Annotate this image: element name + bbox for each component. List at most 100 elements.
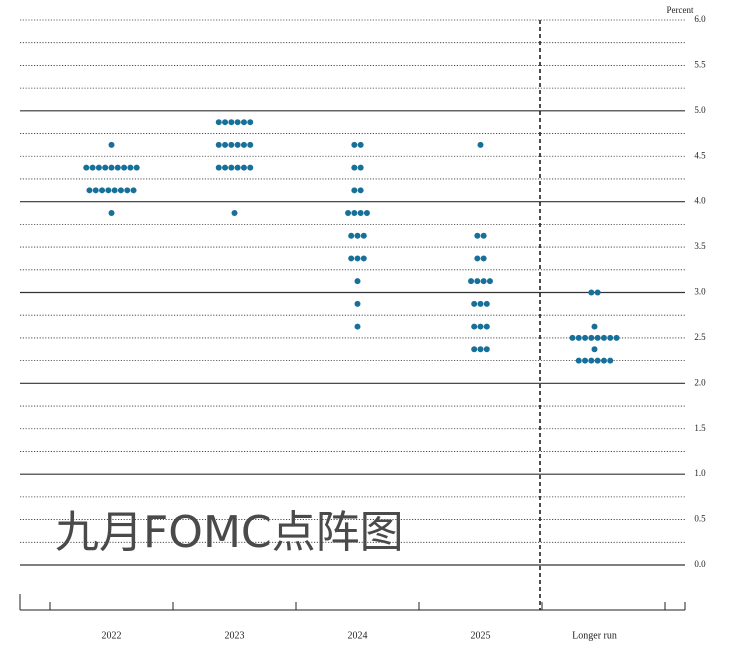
dot (345, 210, 352, 217)
dot (234, 141, 241, 148)
dot (594, 289, 601, 296)
dot (215, 119, 222, 126)
dot (477, 323, 484, 330)
dot (363, 210, 370, 217)
dot (477, 346, 484, 353)
dot (474, 232, 481, 239)
dot (486, 278, 493, 285)
dot (354, 232, 361, 239)
dot (228, 141, 235, 148)
x-tick-label: 2025 (471, 630, 491, 641)
dot (247, 164, 254, 171)
dot (86, 187, 93, 194)
dot (483, 323, 490, 330)
dot (114, 164, 121, 171)
dot (483, 300, 490, 307)
x-tick-label: 2022 (102, 630, 122, 641)
dot (600, 357, 607, 364)
dot (588, 357, 595, 364)
dot (600, 334, 607, 341)
dot (351, 141, 358, 148)
y-tick-label: 4.0 (694, 196, 706, 206)
dot (471, 323, 478, 330)
dot (240, 141, 247, 148)
dot (133, 164, 140, 171)
dot (222, 119, 229, 126)
dot (108, 210, 115, 217)
dot (594, 334, 601, 341)
dot (108, 141, 115, 148)
dot (468, 278, 475, 285)
y-tick-label: 3.5 (694, 241, 706, 251)
dot (83, 164, 90, 171)
dot (99, 187, 106, 194)
dot (582, 357, 589, 364)
dot (591, 323, 598, 330)
y-tick-label: 1.0 (694, 468, 706, 478)
dot (591, 346, 598, 353)
dot (354, 255, 361, 262)
dot (228, 119, 235, 126)
y-tick-label: 2.0 (694, 377, 706, 387)
dot (357, 141, 364, 148)
overlay-title: 九月FOMC点阵图 (55, 507, 404, 558)
x-tick-label: 2024 (348, 630, 368, 641)
dot (354, 278, 361, 285)
dot (471, 346, 478, 353)
dot (351, 164, 358, 171)
dot (474, 255, 481, 262)
dot (234, 164, 241, 171)
dot (354, 323, 361, 330)
dot (222, 141, 229, 148)
dot (569, 334, 576, 341)
dot (234, 119, 241, 126)
dot (575, 334, 582, 341)
dot (127, 164, 134, 171)
dot (351, 210, 358, 217)
dot (357, 210, 364, 217)
dot (247, 141, 254, 148)
dot (474, 278, 481, 285)
dot (111, 187, 118, 194)
dot (582, 334, 589, 341)
dot (231, 210, 238, 217)
dot (477, 141, 484, 148)
dot (117, 187, 124, 194)
x-tick-label: Longer run (572, 630, 617, 641)
dot (480, 278, 487, 285)
dot (480, 232, 487, 239)
dot (130, 187, 137, 194)
y-axis-label: Percent (667, 5, 694, 15)
dot (607, 357, 614, 364)
dot (247, 119, 254, 126)
dot (215, 141, 222, 148)
dot (588, 334, 595, 341)
dot (228, 164, 235, 171)
dot (108, 164, 115, 171)
y-tick-label: 1.5 (694, 423, 706, 433)
dot (92, 187, 99, 194)
dot (477, 300, 484, 307)
y-tick-label: 5.5 (694, 59, 706, 69)
dot (95, 164, 102, 171)
dot (471, 300, 478, 307)
dot (575, 357, 582, 364)
dot (222, 164, 229, 171)
dot (480, 255, 487, 262)
dot (354, 300, 361, 307)
y-tick-label: 5.0 (694, 105, 706, 115)
dot (351, 187, 358, 194)
dot (607, 334, 614, 341)
dot (215, 164, 222, 171)
y-tick-label: 4.5 (694, 150, 706, 160)
dot (240, 119, 247, 126)
dot (360, 232, 367, 239)
y-tick-label: 3.0 (694, 287, 706, 297)
x-tick-label: 2023 (225, 630, 245, 641)
dot (89, 164, 96, 171)
dot (105, 187, 112, 194)
dot (102, 164, 109, 171)
dot (613, 334, 620, 341)
dot (348, 255, 355, 262)
